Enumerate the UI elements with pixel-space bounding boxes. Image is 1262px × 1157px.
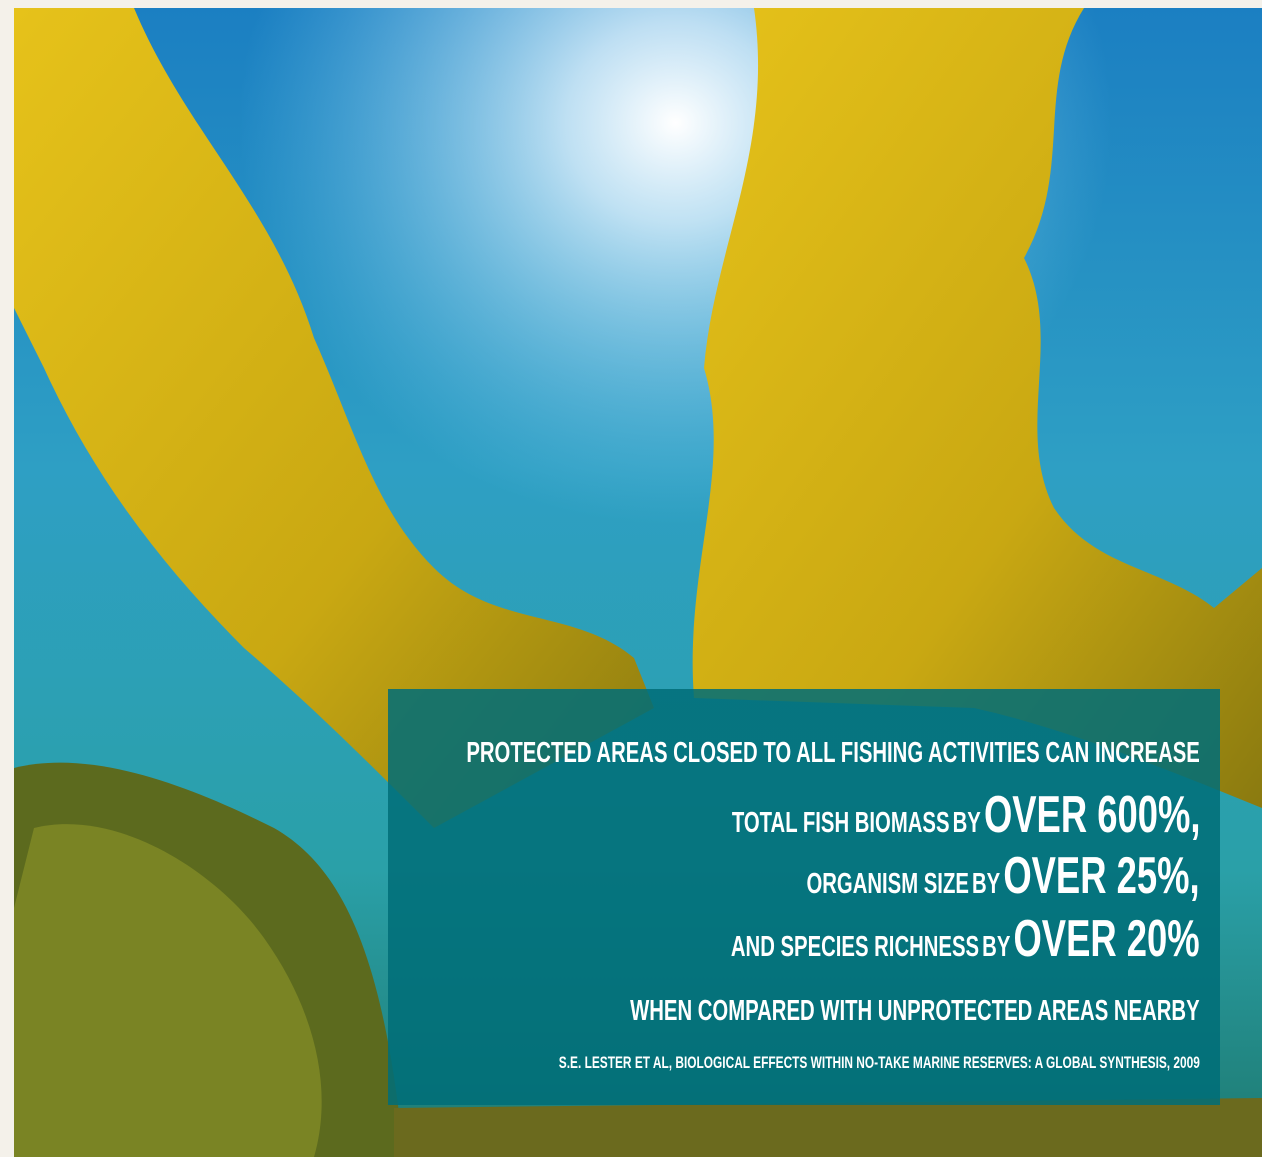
stat-connector: BY: [952, 807, 981, 839]
stat-line: TOTAL FISH BIOMASS BY OVER 600%,: [731, 785, 1200, 845]
info-box: PROTECTED AREAS CLOSED TO ALL FISHING AC…: [388, 689, 1220, 1105]
stat-value: OVER 25%,: [1003, 847, 1200, 905]
stat-label: ORGANISM SIZE: [806, 868, 970, 900]
stat-connector: BY: [982, 931, 1011, 963]
stat-label: AND SPECIES RICHNESS: [731, 931, 980, 963]
stat-value: OVER 600%,: [983, 786, 1200, 844]
citation: S.E. LESTER ET AL, BIOLOGICAL EFFECTS WI…: [558, 1053, 1200, 1072]
stat-value: OVER 20%: [1013, 910, 1200, 968]
conclusion: WHEN COMPARED WITH UNPROTECTED AREAS NEA…: [630, 995, 1200, 1027]
headline: PROTECTED AREAS CLOSED TO ALL FISHING AC…: [466, 737, 1200, 769]
background-photo: [14, 8, 1262, 1157]
stat-connector: BY: [972, 868, 1001, 900]
stat-line: AND SPECIES RICHNESS BY OVER 20%: [731, 909, 1200, 969]
stat-label: TOTAL FISH BIOMASS: [731, 807, 950, 839]
stat-line: ORGANISM SIZE BY OVER 25%,: [807, 846, 1200, 906]
